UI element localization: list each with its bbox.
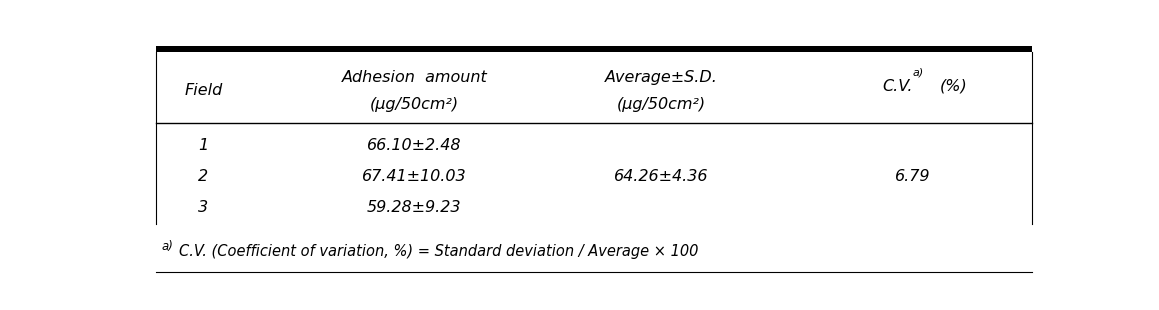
Text: 66.10±2.48: 66.10±2.48 xyxy=(367,138,461,153)
Text: 67.41±10.03: 67.41±10.03 xyxy=(362,169,467,184)
Text: a): a) xyxy=(913,67,924,78)
Text: 1: 1 xyxy=(198,138,209,153)
Text: C.V.: C.V. xyxy=(882,79,913,94)
Text: 3: 3 xyxy=(198,200,209,215)
Text: C.V. (Coefficient of variation, %) = Standard deviation / Average × 100: C.V. (Coefficient of variation, %) = Sta… xyxy=(178,244,699,259)
Text: Adhesion  amount: Adhesion amount xyxy=(342,70,487,85)
Text: a): a) xyxy=(161,240,173,253)
Text: Average±S.D.: Average±S.D. xyxy=(605,70,717,85)
Text: (μg/50cm²): (μg/50cm²) xyxy=(370,96,459,112)
Bar xyxy=(155,46,1033,51)
Text: (μg/50cm²): (μg/50cm²) xyxy=(617,96,706,112)
Text: Field: Field xyxy=(184,83,223,98)
Text: 64.26±4.36: 64.26±4.36 xyxy=(614,169,708,184)
Text: (%): (%) xyxy=(940,79,968,94)
Text: 6.79: 6.79 xyxy=(895,169,931,184)
Text: 2: 2 xyxy=(198,169,209,184)
Text: 59.28±9.23: 59.28±9.23 xyxy=(367,200,461,215)
